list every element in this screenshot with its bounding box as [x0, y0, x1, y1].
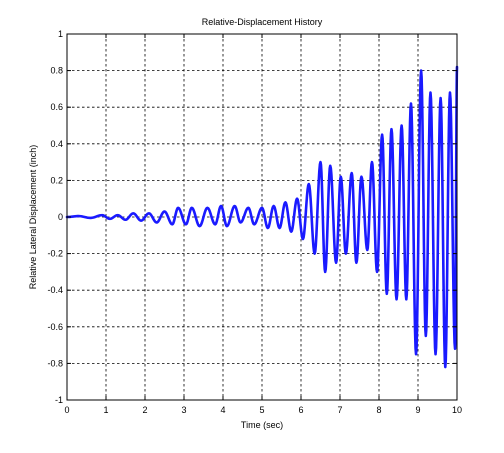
x-tick-labels: 0 1 2 3 4 5 6 7 8 9 10: [64, 405, 462, 415]
y-axis-label: Relative Lateral Displacement (inch): [28, 145, 38, 290]
x-tick-label: 7: [337, 405, 342, 415]
y-tick-label: 0: [58, 212, 63, 222]
grid-layer: [67, 34, 457, 400]
x-tick-label: 0: [64, 405, 69, 415]
y-tick-label: 0.4: [50, 139, 63, 149]
y-tick-label: -0.8: [47, 358, 63, 368]
x-tick-label: 10: [452, 405, 462, 415]
x-tick-label: 1: [103, 405, 108, 415]
y-tick-label: 1: [58, 29, 63, 39]
y-tick-label: 0.8: [50, 66, 63, 76]
x-tick-label: 9: [415, 405, 420, 415]
x-tick-label: 4: [220, 405, 225, 415]
series-layer: [65, 65, 459, 369]
tick-layer: [66, 33, 458, 401]
y-tick-label: -0.4: [47, 285, 63, 295]
y-tick-labels: 1 0.8 0.6 0.4 0.2 0 -0.2 -0.4 -0.6 -0.8 -1: [47, 29, 63, 405]
x-tick-label: 2: [142, 405, 147, 415]
y-tick-label: -1: [55, 395, 63, 405]
y-tick-label: -0.6: [47, 322, 63, 332]
x-tick-label: 8: [376, 405, 381, 415]
chart-title: Relative-Displacement History: [202, 17, 323, 27]
x-tick-label: 6: [298, 405, 303, 415]
y-tick-label: 0.2: [50, 175, 63, 185]
x-axis-label: Time (sec): [241, 420, 283, 430]
x-tick-label: 3: [181, 405, 186, 415]
y-tick-label: 0.6: [50, 102, 63, 112]
x-tick-label: 5: [259, 405, 264, 415]
y-tick-label: -0.2: [47, 249, 63, 259]
displacement-series-line: [65, 65, 459, 369]
